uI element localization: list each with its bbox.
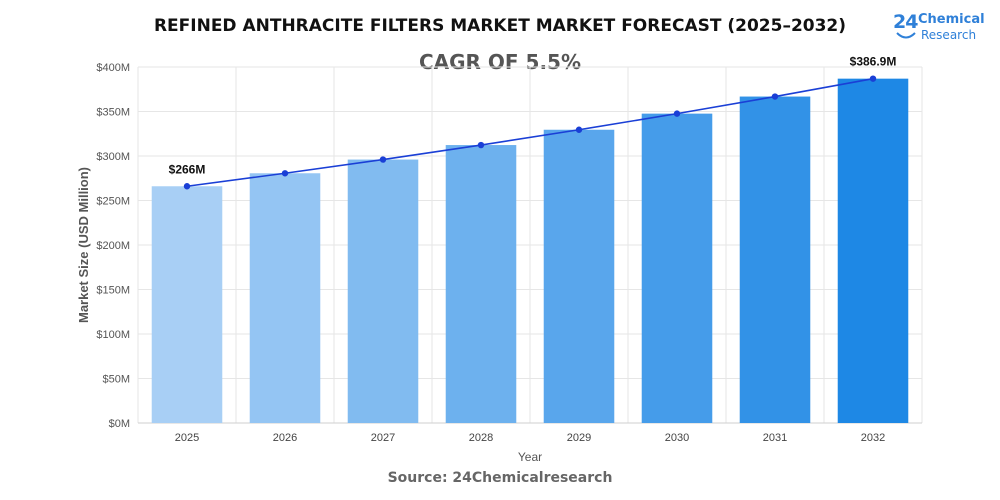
y-tick-label: $100M: [96, 329, 130, 341]
bars: [151, 78, 909, 424]
bar-2031: [739, 96, 811, 423]
bar-2030: [641, 113, 713, 424]
trend-point-2029: [575, 126, 583, 133]
x-axis-title: Year: [518, 450, 542, 464]
trend-line-path: [186, 77, 874, 188]
bar-2028: [445, 145, 517, 424]
data-label-2032: $386.9M: [850, 55, 897, 69]
source-note: Source: 24Chemicalresearch: [387, 470, 613, 486]
logo-line-2: Research: [921, 28, 977, 42]
axes: $0M $50M $100M $150M $200M $250M $300M $350M $40…: [76, 62, 922, 464]
logo-line-1: Chemical: [918, 12, 985, 27]
trend-point-2028: [477, 141, 485, 149]
y-tick-label: $150M: [96, 285, 130, 297]
bar-2032: [837, 78, 909, 423]
x-tick-label: 2030: [665, 432, 689, 444]
trend-point-2027: [379, 156, 387, 163]
chart-title: REFINED ANTHRACITE FILTERS MARKET MARKET…: [153, 16, 847, 36]
x-tick-label: 2026: [273, 432, 297, 444]
x-tick-label: 2028: [469, 432, 493, 444]
trend-point-2031: [771, 93, 779, 100]
x-tick-label: 2031: [763, 432, 787, 444]
bar-2025: [151, 186, 223, 423]
data-label-2025: $266M: [169, 162, 206, 176]
x-tick-label: 2027: [371, 432, 395, 444]
y-tick-label: $300M: [96, 151, 130, 163]
company-logo: 24 Chemical Research: [893, 10, 993, 46]
x-tick-label: 2025: [175, 432, 199, 444]
trend-line: [183, 75, 877, 190]
y-tick-label: $200M: [96, 240, 130, 252]
y-axis-title: Market Size (USD Million): [76, 167, 91, 323]
bar-2026: [249, 173, 321, 423]
y-tick-label: $0M: [109, 418, 130, 430]
trend-point-2032: [869, 75, 877, 82]
y-tick-label: $250M: [96, 196, 130, 208]
labels: $266M $386.9M: [169, 55, 897, 177]
bar-2029: [543, 129, 615, 423]
y-tick-label: $350M: [96, 107, 130, 119]
chart-subtitle: CAGR OF 5.5%: [418, 50, 582, 74]
x-tick-label: 2029: [567, 432, 591, 444]
trend-point-2026: [281, 170, 289, 177]
x-tick-label: 2032: [861, 432, 885, 444]
trend-point-2025: [183, 183, 191, 190]
bar-2027: [347, 159, 419, 423]
flask-icon: [896, 32, 916, 39]
logo-number: 24: [893, 11, 918, 33]
y-tick-label: $50M: [102, 374, 130, 386]
trend-point-2030: [673, 110, 681, 117]
y-tick-label: $400M: [96, 62, 130, 74]
